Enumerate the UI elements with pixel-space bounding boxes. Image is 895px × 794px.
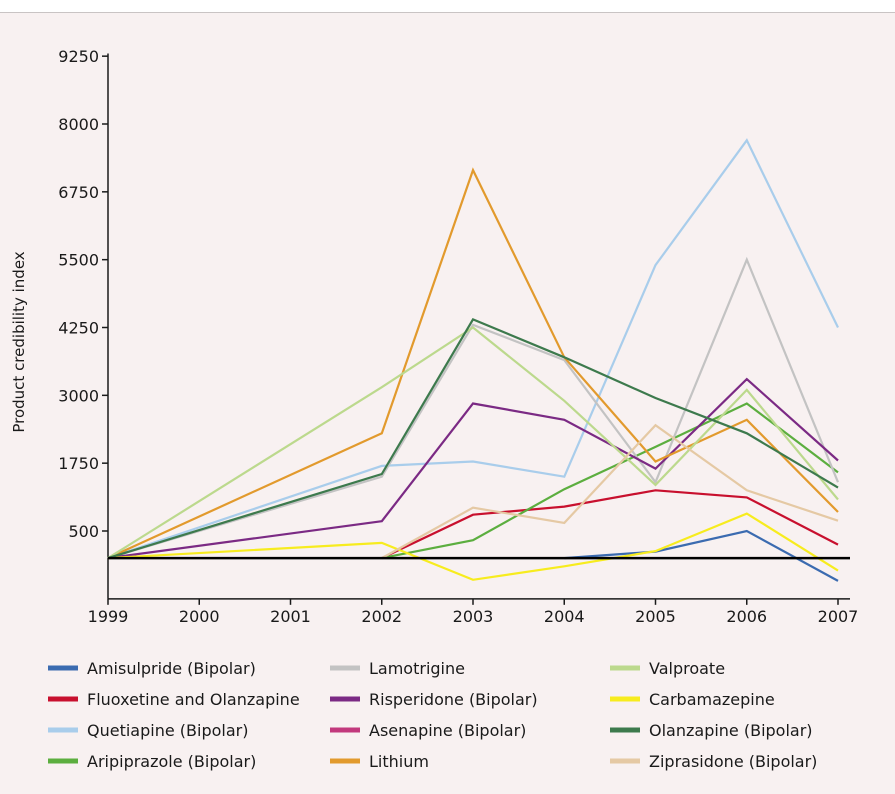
x-tick-label: 2002 bbox=[361, 607, 402, 626]
legend-item-fluoxetine-and-olanzapine: Fluoxetine and Olanzapine bbox=[48, 690, 300, 709]
legend-label: Asenapine (Bipolar) bbox=[369, 721, 526, 740]
legend-item-quetiapine-bipolar: Quetiapine (Bipolar) bbox=[48, 721, 248, 740]
legend-item-aripiprazole-bipolar: Aripiprazole (Bipolar) bbox=[48, 752, 256, 771]
series-line-aripiprazole-bipolar bbox=[381, 402, 839, 560]
legend-item-asenapine-bipolar: Asenapine (Bipolar) bbox=[330, 721, 526, 740]
y-axis-title: Product credibility index bbox=[10, 251, 28, 432]
legend-label: Amisulpride (Bipolar) bbox=[87, 659, 256, 678]
x-tick-label: 2001 bbox=[270, 607, 311, 626]
series-line-olanzapine-bipolar bbox=[107, 318, 839, 560]
legend-label: Quetiapine (Bipolar) bbox=[87, 721, 248, 740]
legend-item-carbamazepine: Carbamazepine bbox=[610, 690, 775, 709]
x-tick-label: 2000 bbox=[179, 607, 220, 626]
y-tick-label: 5500 bbox=[58, 251, 99, 270]
y-tick-label: 1750 bbox=[58, 454, 99, 473]
y-tick-label: 6750 bbox=[58, 183, 99, 202]
y-ticks: 500 1750 3000 4250 5500 6750 8000 9250 bbox=[58, 47, 108, 541]
legend-label: Valproate bbox=[649, 659, 725, 678]
legend-label: Fluoxetine and Olanzapine bbox=[87, 690, 300, 709]
chart-axes bbox=[107, 53, 850, 600]
series-line-amisulpride-bipolar bbox=[564, 529, 839, 582]
legend-item-risperidone-bipolar: Risperidone (Bipolar) bbox=[330, 690, 538, 709]
legend-item-lithium: Lithium bbox=[330, 752, 429, 771]
y-tick-label: 4250 bbox=[58, 319, 99, 338]
legend-item-lamotrigine: Lamotrigine bbox=[330, 659, 465, 678]
y-tick-label: 500 bbox=[68, 522, 99, 541]
series-line-ziprasidone-bipolar bbox=[381, 423, 839, 560]
header-band bbox=[0, 0, 895, 13]
series-line-valproate bbox=[107, 326, 839, 560]
legend-label: Lithium bbox=[369, 752, 429, 771]
y-tick-label: 3000 bbox=[58, 386, 99, 405]
legend-label: Aripiprazole (Bipolar) bbox=[87, 752, 256, 771]
x-tick-label: 2004 bbox=[544, 607, 585, 626]
legend-item-amisulpride-bipolar: Amisulpride (Bipolar) bbox=[48, 659, 256, 678]
series-line-lamotrigine bbox=[107, 256, 840, 560]
x-tick-label: 1999 bbox=[88, 607, 129, 626]
legend-item-olanzapine-bipolar: Olanzapine (Bipolar) bbox=[610, 721, 813, 740]
x-tick-label: 2005 bbox=[635, 607, 676, 626]
series-line-carbamazepine bbox=[107, 512, 839, 581]
y-tick-label: 8000 bbox=[58, 115, 99, 134]
y-tick-label: 9250 bbox=[58, 47, 99, 66]
x-tick-label: 2006 bbox=[726, 607, 767, 626]
x-tick-label: 2007 bbox=[818, 607, 859, 626]
legend-label: Risperidone (Bipolar) bbox=[369, 690, 538, 709]
series-line-fluoxetine-and-olanzapine bbox=[381, 489, 839, 560]
series-lines bbox=[107, 138, 840, 582]
legend-item-valproate: Valproate bbox=[610, 659, 725, 678]
legend-label: Carbamazepine bbox=[649, 690, 775, 709]
x-tick-label: 2003 bbox=[453, 607, 494, 626]
series-line-risperidone-bipolar bbox=[107, 377, 839, 560]
series-line-lithium bbox=[107, 167, 839, 560]
legend-item-ziprasidone-bipolar: Ziprasidone (Bipolar) bbox=[610, 752, 817, 771]
x-ticks: 1999 2000 2001 2002 2003 2004 2005 2006 2007 bbox=[88, 598, 859, 626]
legend: Amisulpride (Bipolar) Fluoxetine and Olan… bbox=[48, 659, 817, 771]
legend-label: Olanzapine (Bipolar) bbox=[649, 721, 813, 740]
legend-label: Ziprasidone (Bipolar) bbox=[649, 752, 817, 771]
series-line-quetiapine-bipolar bbox=[107, 138, 839, 560]
legend-label: Lamotrigine bbox=[369, 659, 465, 678]
